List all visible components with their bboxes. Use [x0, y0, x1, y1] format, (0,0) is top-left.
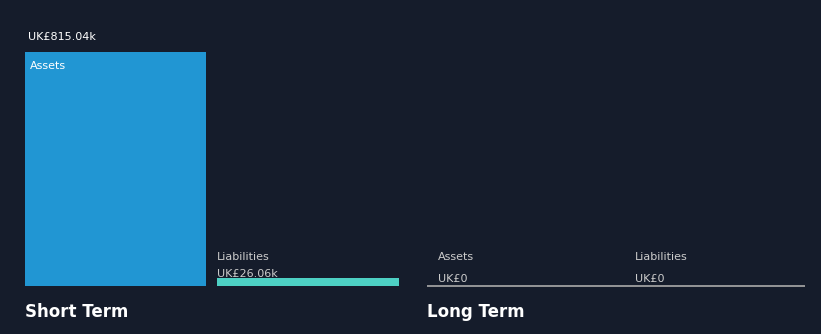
Bar [25, 51, 206, 286]
Text: Assets: Assets [30, 61, 67, 71]
Text: Assets: Assets [438, 253, 475, 263]
Text: Liabilities: Liabilities [218, 252, 270, 262]
Text: Long Term: Long Term [427, 303, 525, 321]
Bar [218, 279, 398, 286]
Text: UK£815.04k: UK£815.04k [29, 32, 96, 42]
Text: UK£0: UK£0 [635, 274, 664, 284]
Text: Short Term: Short Term [25, 303, 128, 321]
Text: UK£26.06k: UK£26.06k [218, 269, 278, 279]
Text: Liabilities: Liabilities [635, 253, 687, 263]
Text: UK£0: UK£0 [438, 274, 468, 284]
